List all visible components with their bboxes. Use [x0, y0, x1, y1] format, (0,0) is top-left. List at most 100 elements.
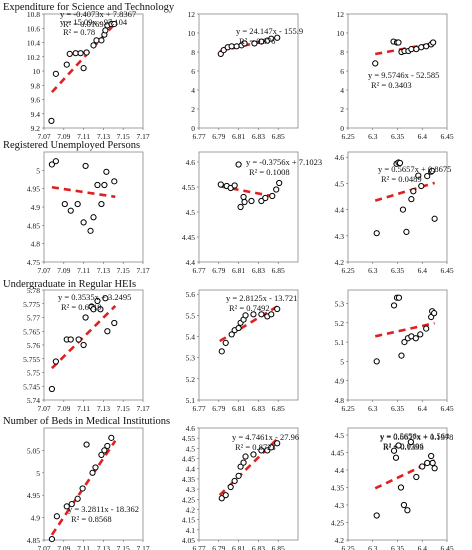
x-tick-label: 6.81	[232, 132, 245, 141]
data-point	[52, 358, 59, 365]
y-tick-label: 5.77	[27, 314, 40, 323]
x-tick-label: 6.79	[212, 132, 225, 141]
data-point	[395, 39, 402, 46]
y-tick-label: 2	[340, 105, 344, 114]
y-tick-label: 2	[191, 105, 195, 114]
x-tick-label: 6.3	[368, 544, 378, 550]
x-tick-label: 7.15	[117, 266, 130, 275]
data-point	[79, 485, 86, 492]
data-point	[87, 227, 94, 234]
x-tick-label: 6.25	[341, 404, 354, 413]
y-tick-label: 5	[340, 357, 344, 366]
data-point	[222, 492, 229, 499]
y-tick-label: 5.2	[186, 375, 196, 384]
data-point	[48, 536, 56, 543]
data-point	[111, 319, 118, 327]
data-point	[401, 339, 408, 346]
r-squared: R² = 0.8723	[235, 442, 276, 452]
x-tick-label: 6.79	[212, 404, 225, 413]
x-tick-label: 6.83	[252, 544, 265, 550]
y-tick-label: 4.95	[27, 185, 40, 194]
panel-5: 4.4 4.45 4.5 4.55 4.6 6.77 6.79 6.81 6.83 6.85 y =…	[182, 151, 322, 275]
y-tick-label: 5.1	[335, 338, 345, 347]
section-title: Number of Beds in Medical Institutions	[3, 416, 170, 427]
y-tick-label: 4.3	[335, 232, 345, 241]
data-point	[410, 188, 417, 195]
data-point	[269, 192, 276, 200]
r-squared: R² = 0.0489	[381, 174, 422, 184]
data-point	[77, 50, 84, 57]
data-point	[240, 193, 247, 201]
data-point	[80, 341, 87, 349]
r-squared: R² = 0.1393	[383, 442, 424, 452]
plot-frame	[198, 427, 299, 541]
trend-equation: y = -0.4073x + 7.8367	[60, 9, 136, 19]
data-point	[235, 472, 242, 479]
data-point	[52, 158, 59, 165]
y-tick-label: 5.5	[186, 311, 196, 320]
data-point	[82, 314, 89, 321]
data-point	[228, 43, 235, 50]
data-point	[103, 168, 110, 175]
y-tick-label: 4	[340, 86, 344, 95]
r-squared: R² = 0.7492	[229, 303, 270, 313]
data-point	[408, 196, 415, 203]
y-tick-label: 5	[36, 166, 40, 175]
data-point	[67, 207, 74, 214]
data-point	[222, 339, 229, 346]
panel-2: 0 2 4 6 8 10 12 6.77 6.79 6.81 6.83 6.85 y = 24.147x…	[188, 10, 304, 141]
data-point	[101, 447, 108, 454]
data-point	[390, 447, 398, 454]
data-point	[63, 61, 70, 68]
data-point	[94, 297, 101, 305]
y-tick-label: 4.25	[331, 519, 344, 528]
data-point	[373, 358, 380, 365]
data-point	[80, 219, 87, 226]
r-squared: R² = 0.78	[63, 27, 95, 37]
y-tick-label: 4.95	[27, 491, 40, 500]
data-point	[392, 454, 400, 461]
data-point	[101, 181, 108, 189]
y-tick-label: 5.755	[23, 355, 40, 364]
data-point	[424, 459, 431, 467]
x-tick-label: 6.83	[252, 404, 265, 413]
y-tick-label: 10.6	[27, 24, 40, 33]
r-squared: R² = 0.6719	[61, 302, 102, 312]
y-tick-label: 4.9	[31, 203, 41, 212]
x-tick-label: 6.25	[341, 544, 354, 550]
x-tick-label: 6.25	[341, 266, 354, 275]
x-tick-label: 6.45	[440, 544, 453, 550]
data-point	[83, 441, 90, 448]
r-squared: R² = 0.0396	[383, 441, 424, 451]
trend-equation: y = 0.3535x + 3.2495	[58, 292, 131, 302]
y-tick-label: 5.745	[23, 382, 40, 391]
y-tick-label: 10.2	[27, 53, 40, 62]
y-tick-label: 9.4	[31, 110, 41, 119]
x-tick-label: 6.35	[391, 544, 404, 550]
data-point	[235, 324, 242, 332]
data-point	[237, 463, 244, 470]
data-point	[396, 159, 404, 167]
y-tick-label: 4.05	[182, 536, 195, 545]
data-point	[82, 162, 89, 170]
data-point	[104, 442, 111, 450]
y-tick-label: 5.6	[186, 290, 196, 299]
y-tick-label: 8	[191, 48, 195, 57]
data-point	[235, 161, 242, 168]
data-point	[262, 194, 269, 202]
data-point	[273, 186, 280, 193]
r-squared: R² = 0.0169	[63, 19, 104, 29]
x-tick-label: 6.3	[368, 132, 378, 141]
data-point	[424, 172, 431, 180]
data-point	[102, 295, 109, 302]
data-point	[242, 453, 249, 460]
x-tick-label: 7.15	[117, 132, 130, 141]
data-point	[250, 451, 257, 458]
trendline	[374, 181, 435, 202]
x-tick-label: 7.07	[37, 544, 50, 550]
x-tick-label: 7.09	[57, 266, 70, 275]
data-point	[90, 42, 97, 49]
data-point	[268, 35, 275, 42]
y-tick-label: 9.8	[31, 81, 41, 90]
y-tick-label: 4.4	[186, 465, 196, 474]
